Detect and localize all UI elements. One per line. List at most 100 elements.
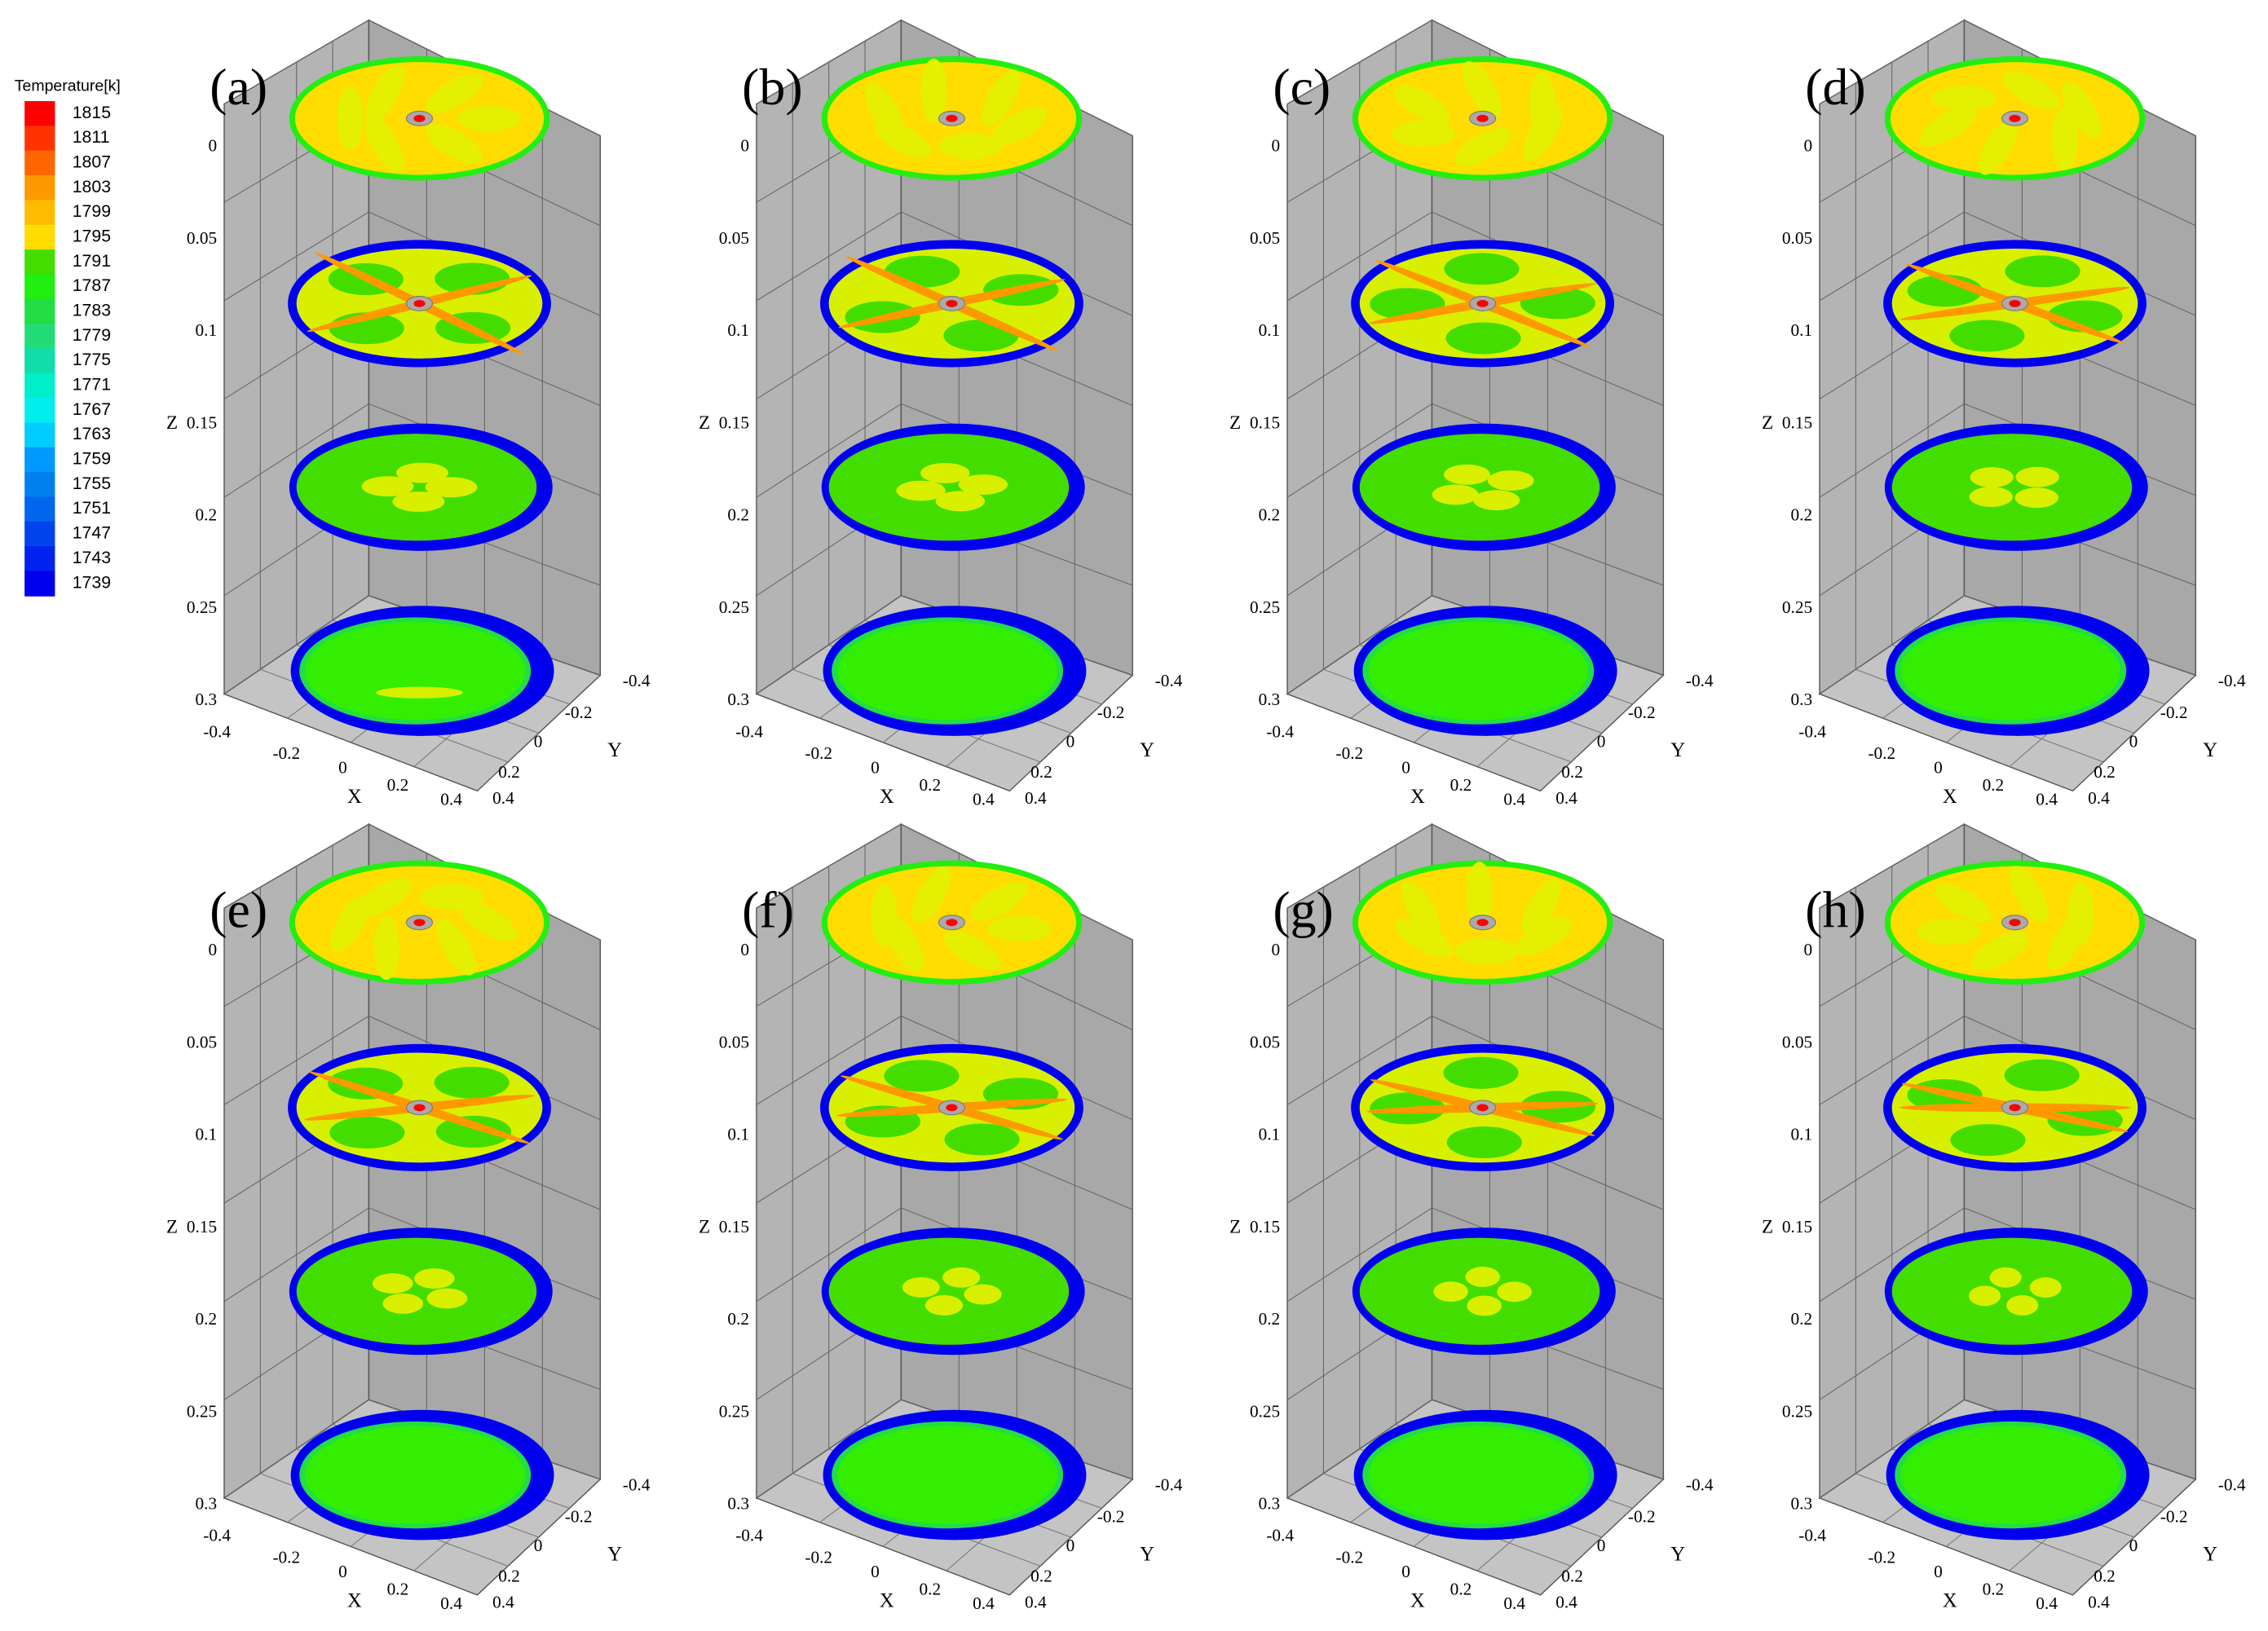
contour <box>1949 320 2025 352</box>
x-tick-label: 0.2 <box>1983 1579 2005 1598</box>
contour <box>1443 1056 1519 1089</box>
contour <box>2062 82 2102 139</box>
y-tick-label: -0.4 <box>2218 671 2246 690</box>
y-tick-label: -0.4 <box>2218 1475 2246 1495</box>
contour <box>1917 919 1981 946</box>
slice <box>828 1237 1070 1345</box>
y-axis-label: Y <box>607 1544 622 1566</box>
z-tick-label: 0.05 <box>187 228 217 248</box>
x-tick-label: -0.4 <box>1266 1526 1294 1545</box>
y-tick-label: -0.2 <box>2160 703 2188 722</box>
contour <box>435 1115 512 1148</box>
legend-swatch <box>24 126 55 152</box>
contour <box>376 686 463 699</box>
y-tick-label: 0.2 <box>2094 1566 2116 1585</box>
y-tick-label: 0.4 <box>1555 1592 1577 1611</box>
x-tick-label: 0.4 <box>973 1594 995 1613</box>
z-tick-label: 0.3 <box>1259 690 1281 709</box>
contour <box>1446 1126 1522 1158</box>
contour <box>2015 466 2059 487</box>
contour <box>2004 1059 2080 1091</box>
contour <box>902 1276 940 1298</box>
x-axis-label: X <box>880 786 894 808</box>
x-tick-label: -0.4 <box>1798 1526 1826 1545</box>
contour <box>337 86 364 151</box>
z-tick-label: 0.25 <box>187 1401 217 1421</box>
contour <box>987 915 1052 942</box>
y-tick-label: 0.2 <box>1561 1566 1583 1585</box>
z-tick-label: 0.05 <box>1782 228 1812 248</box>
legend-swatch <box>24 398 55 424</box>
y-tick-label: -0.4 <box>623 1475 651 1495</box>
contour <box>372 1273 413 1294</box>
z-tick-label: 0.15 <box>187 1217 217 1236</box>
y-axis-label: Y <box>1670 739 1685 761</box>
x-tick-label: 0.4 <box>2036 1594 2058 1613</box>
contour <box>1989 1267 2022 1288</box>
x-axis-label: X <box>1410 1589 1425 1611</box>
hub-core <box>946 1104 958 1112</box>
z-tick-label: 0.25 <box>1250 597 1280 617</box>
z-tick-label: 0.15 <box>1782 1217 1812 1236</box>
z-axis-label: Z <box>1762 412 1773 433</box>
hub-core <box>1476 299 1489 307</box>
z-tick-label: 0.15 <box>719 1217 749 1236</box>
x-tick-label: 0.4 <box>440 790 462 809</box>
x-tick-label: -0.2 <box>1868 1547 1895 1567</box>
contour <box>2046 913 2086 971</box>
contour <box>1969 487 2013 507</box>
contour <box>457 105 521 132</box>
legend-level: 1807 <box>73 152 111 172</box>
legend-level: 1795 <box>73 227 111 246</box>
z-tick-label: 0.25 <box>187 597 217 617</box>
y-tick-label: 0.2 <box>498 1566 520 1585</box>
panel-label: (g) <box>1273 881 1333 939</box>
z-tick-label: 0.3 <box>1791 1494 1813 1514</box>
slice <box>828 434 1070 541</box>
contour <box>884 1060 960 1092</box>
panel-label: (b) <box>742 58 802 116</box>
legend-level: 1779 <box>73 325 111 345</box>
slice <box>305 1426 526 1524</box>
hub-core <box>1476 114 1489 122</box>
x-tick-label: -0.4 <box>1798 721 1826 741</box>
z-tick-label: 0.3 <box>727 1494 749 1514</box>
legend-level: 1739 <box>73 572 111 592</box>
panel-label: (d) <box>1805 58 1865 116</box>
x-axis-label: X <box>1410 786 1425 808</box>
legend-level: 1799 <box>73 201 111 221</box>
y-axis-label: Y <box>1140 1544 1154 1566</box>
z-tick-label: 0 <box>1272 136 1281 156</box>
z-tick-label: 0.15 <box>1250 1217 1280 1236</box>
x-tick-label: 0.2 <box>1450 1579 1472 1598</box>
z-tick-label: 0.2 <box>196 505 218 525</box>
y-tick-label: -0.2 <box>1628 703 1656 722</box>
contour <box>896 480 946 501</box>
panel: 0 0.05 0.1 0.15 0.2 0.25 0.3 Z -0.4 -0.2 0 0.2 0.4 X -… <box>1229 19 1714 809</box>
contour <box>1445 322 1521 355</box>
y-tick-label: 0 <box>534 732 543 752</box>
contour <box>1487 470 1534 491</box>
x-tick-label: 0 <box>871 758 880 778</box>
y-axis-label: Y <box>1140 739 1154 761</box>
y-tick-label: 0 <box>2129 732 2138 752</box>
x-axis-label: X <box>1943 786 1957 808</box>
contour <box>436 919 476 976</box>
y-tick-label: -0.2 <box>565 1507 593 1527</box>
hub-core <box>413 299 426 307</box>
z-tick-label: 0.3 <box>196 690 218 709</box>
contour <box>1970 467 2014 487</box>
contour <box>1516 916 1573 956</box>
panel: 0 0.05 0.1 0.15 0.2 0.25 0.3 Z -0.4 -0.2 0 0.2 0.4 X -… <box>1229 822 1714 1613</box>
x-tick-label: 0 <box>1934 758 1943 778</box>
x-tick-label: 0 <box>1934 1562 1943 1581</box>
y-tick-label: -0.4 <box>623 671 651 690</box>
x-tick-label: 0.4 <box>973 790 995 809</box>
x-tick-label: 0.4 <box>2036 790 2058 809</box>
y-tick-label: 0.2 <box>1561 762 1583 782</box>
y-tick-label: 0.4 <box>1025 1592 1047 1611</box>
x-tick-label: 0.4 <box>1503 790 1525 809</box>
contour <box>1391 120 1455 147</box>
